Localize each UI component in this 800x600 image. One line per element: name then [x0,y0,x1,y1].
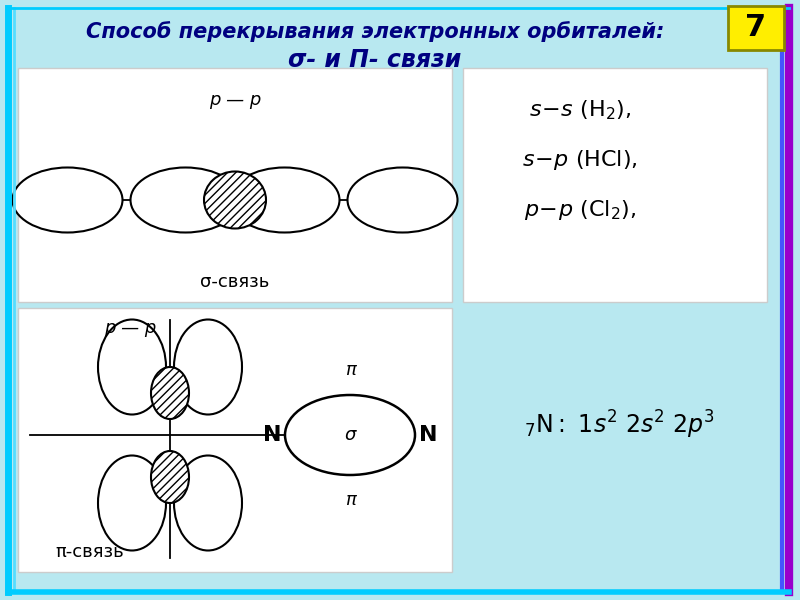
Text: $s\!-\!s\ \mathrm{(H_2)},$: $s\!-\!s\ \mathrm{(H_2)},$ [529,98,631,122]
Text: σ-связь: σ-связь [200,273,270,291]
Text: $p\!-\!p\ \mathrm{(Cl_2)},$: $p\!-\!p\ \mathrm{(Cl_2)},$ [524,198,636,222]
Ellipse shape [204,172,266,229]
Ellipse shape [98,319,166,415]
Ellipse shape [130,167,241,232]
Ellipse shape [174,319,242,415]
Text: p — p: p — p [209,91,261,109]
Text: σ- и Π- связи: σ- и Π- связи [288,48,462,72]
Ellipse shape [13,167,122,232]
Text: $s\!-\!p\ \mathrm{(HCl)},$: $s\!-\!p\ \mathrm{(HCl)},$ [522,148,638,172]
Ellipse shape [285,395,415,475]
Text: σ: σ [344,426,356,444]
Text: p — p: p — p [104,319,156,337]
FancyBboxPatch shape [18,68,452,302]
Text: π-связь: π-связь [56,543,124,561]
Ellipse shape [347,167,458,232]
Ellipse shape [230,167,339,232]
Ellipse shape [151,367,189,419]
Ellipse shape [174,455,242,551]
Text: π: π [345,361,355,379]
FancyBboxPatch shape [18,308,452,572]
Text: $_7\mathrm{N{:}}\ 1s^2\ 2s^2\ 2p^3$: $_7\mathrm{N{:}}\ 1s^2\ 2s^2\ 2p^3$ [525,409,715,441]
Text: 7: 7 [746,13,766,43]
FancyBboxPatch shape [728,6,784,50]
Ellipse shape [151,451,189,503]
Text: π: π [345,491,355,509]
Text: N: N [262,425,282,445]
Ellipse shape [98,455,166,551]
FancyBboxPatch shape [463,68,767,302]
Text: N: N [418,425,438,445]
Text: Способ перекрывания электронных орбиталей:: Способ перекрывания электронных орбитале… [86,22,664,43]
